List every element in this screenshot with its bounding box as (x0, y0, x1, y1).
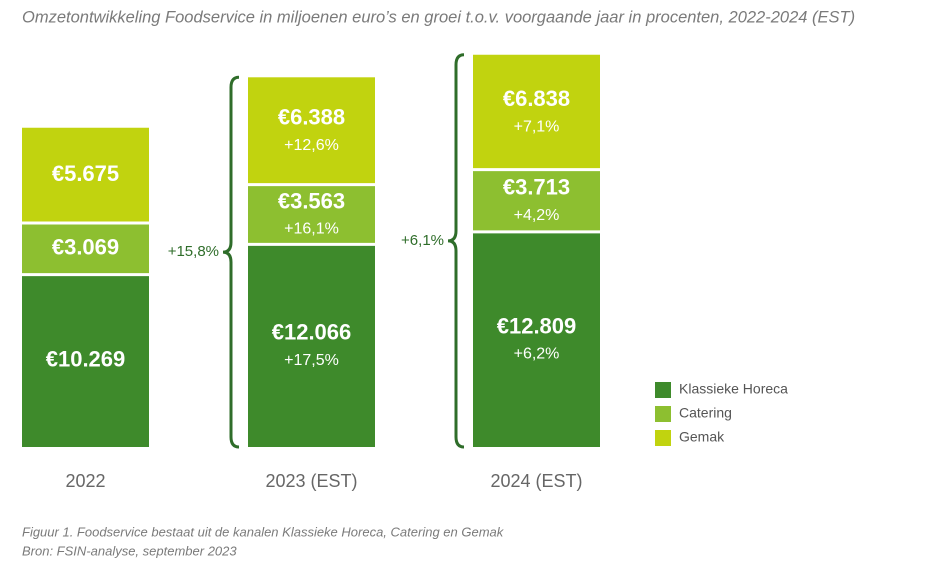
value-label: €12.809 (497, 313, 577, 338)
bar-segment (22, 223, 149, 275)
value-label: €12.066 (272, 320, 352, 345)
bar-segment (473, 54, 600, 170)
value-label: €10.269 (46, 347, 126, 372)
footnote: Figuur 1. Foodservice bestaat uit de kan… (22, 524, 505, 539)
x-tick-label: 2024 (EST) (490, 471, 582, 491)
growth-label: +4,2% (514, 207, 560, 224)
legend-swatch (655, 406, 671, 422)
footnote: Bron: FSIN-analyse, september 2023 (22, 543, 237, 558)
chart-title: Omzetontwikkeling Foodservice in miljoen… (22, 8, 855, 26)
growth-label: +6,2% (514, 346, 560, 363)
x-tick-label: 2023 (EST) (265, 471, 357, 491)
growth-label: +7,1% (514, 118, 560, 135)
value-label: €3.069 (52, 235, 119, 260)
bar-segment (22, 274, 149, 447)
brace (447, 53, 465, 449)
legend-label: Gemak (679, 429, 725, 445)
value-label: €3.563 (278, 188, 345, 213)
total-growth-label: +15,8% (168, 243, 219, 260)
value-label: €3.713 (503, 175, 570, 200)
legend-label: Catering (679, 405, 732, 421)
growth-label: +12,6% (284, 137, 339, 154)
total-growth-label: +6,1% (401, 232, 444, 249)
value-label: €6.388 (278, 105, 345, 130)
value-label: €5.675 (52, 161, 119, 186)
value-label: €6.838 (503, 86, 570, 111)
growth-label: +16,1% (284, 221, 339, 238)
brace (222, 75, 240, 449)
bar-segment (473, 231, 600, 447)
bar-segment (248, 77, 375, 185)
bar-segment (22, 127, 149, 224)
bar-segment (248, 244, 375, 447)
bar-segment (248, 184, 375, 245)
legend-label: Klassieke Horeca (679, 381, 788, 397)
x-tick-label: 2022 (65, 471, 105, 491)
bar-segment (473, 169, 600, 232)
legend-swatch (655, 382, 671, 398)
growth-label: +17,5% (284, 352, 339, 369)
legend-swatch (655, 430, 671, 446)
